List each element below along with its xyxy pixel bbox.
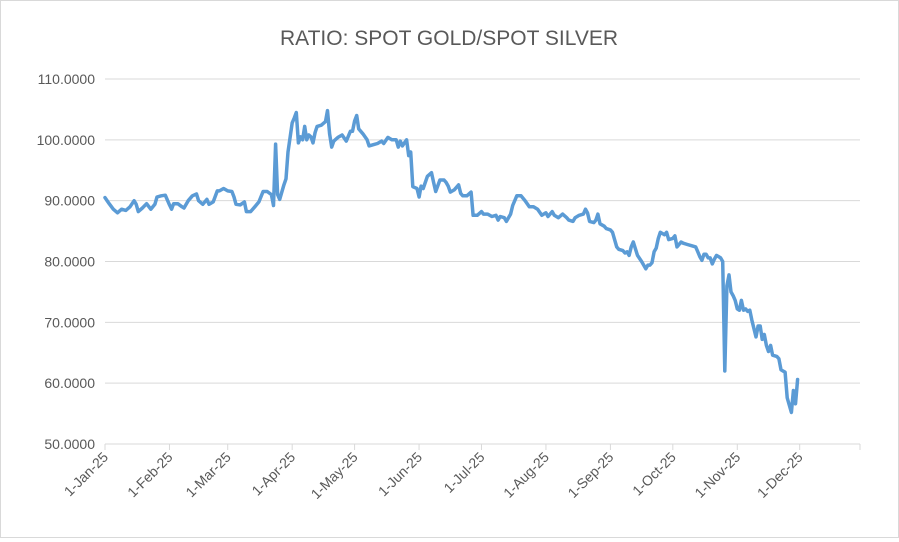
x-tick-label: 1-Jun-25: [375, 449, 426, 500]
y-gridlines: [105, 79, 860, 444]
x-tick-label: 1-Jul-25: [440, 449, 487, 496]
x-tick-label: 1-Feb-25: [124, 449, 176, 501]
y-tick-label: 110.0000: [38, 71, 96, 87]
x-tick-label: 1-Sep-25: [564, 449, 616, 501]
x-tick-label: 1-Aug-25: [500, 449, 552, 501]
y-axis-tick-labels: 50.0000 60.0000 70.0000 80.0000 90.0000 100.0…: [37, 71, 96, 452]
x-tick-label: 1-May-25: [308, 449, 361, 502]
x-tick-label: 1-Oct-25: [629, 449, 679, 499]
y-tick-label: 70.0000: [44, 314, 95, 330]
x-tick-label: 1-Mar-25: [182, 449, 234, 501]
y-tick-label: 60.0000: [44, 375, 95, 391]
y-tick-label: 80.0000: [44, 254, 95, 270]
y-tick-label: 90.0000: [44, 193, 95, 209]
x-tick-label: 1-Jan-25: [61, 449, 112, 500]
x-tick-label: 1-Dec-25: [754, 449, 806, 501]
x-tick-label: 1-Nov-25: [691, 449, 743, 501]
chart-title: RATIO: SPOT GOLD/SPOT SILVER: [280, 27, 618, 50]
y-tick-label: 50.0000: [44, 436, 95, 452]
y-tick-label: 100.0000: [37, 132, 96, 148]
x-tick-label: 1-Apr-25: [248, 449, 298, 499]
